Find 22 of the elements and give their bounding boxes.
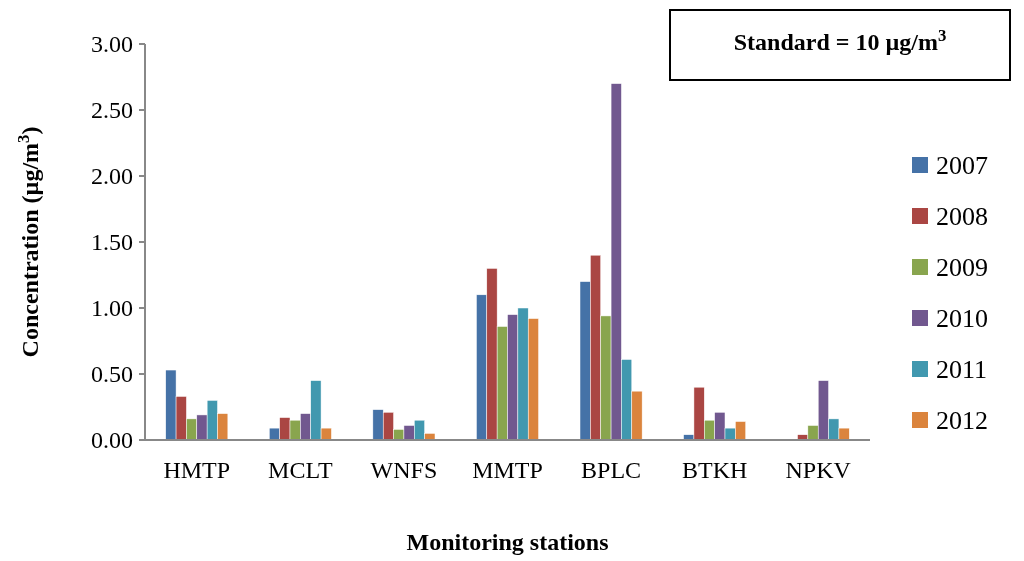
legend-label: 2011 — [936, 355, 988, 385]
annotation: Standard = 10 µg/m$^{3}$ — [733, 25, 947, 55]
y-tick-label: 0.00 — [91, 427, 133, 454]
y-tick-label: 3.00 — [91, 31, 133, 58]
y-tick-label: 1.50 — [91, 229, 133, 256]
y-tick-label: 2.50 — [91, 97, 133, 124]
y-tick-label: 2.00 — [91, 163, 133, 190]
x-tick-label: WNFS — [370, 457, 438, 483]
x-tick-label: BPLC — [581, 457, 642, 483]
legend-label: 2012 — [936, 406, 988, 436]
x-tick-label: MCLT — [268, 457, 333, 483]
legend-label: 2008 — [936, 202, 988, 232]
y-tick-label: 0.50 — [91, 361, 133, 388]
legend-label: 2009 — [936, 253, 988, 283]
legend-label: 2010 — [936, 304, 988, 334]
x-tick-label: NPKV — [785, 457, 852, 483]
legend-label: 2007 — [936, 151, 988, 181]
x-axis-title: Monitoring stations — [406, 529, 609, 555]
x-tick-label: BTKH — [681, 457, 748, 483]
x-tick-label: HMTP — [163, 457, 231, 483]
x-tick-label: MMTP — [472, 457, 543, 483]
y-tick-label: 1.00 — [91, 295, 133, 322]
